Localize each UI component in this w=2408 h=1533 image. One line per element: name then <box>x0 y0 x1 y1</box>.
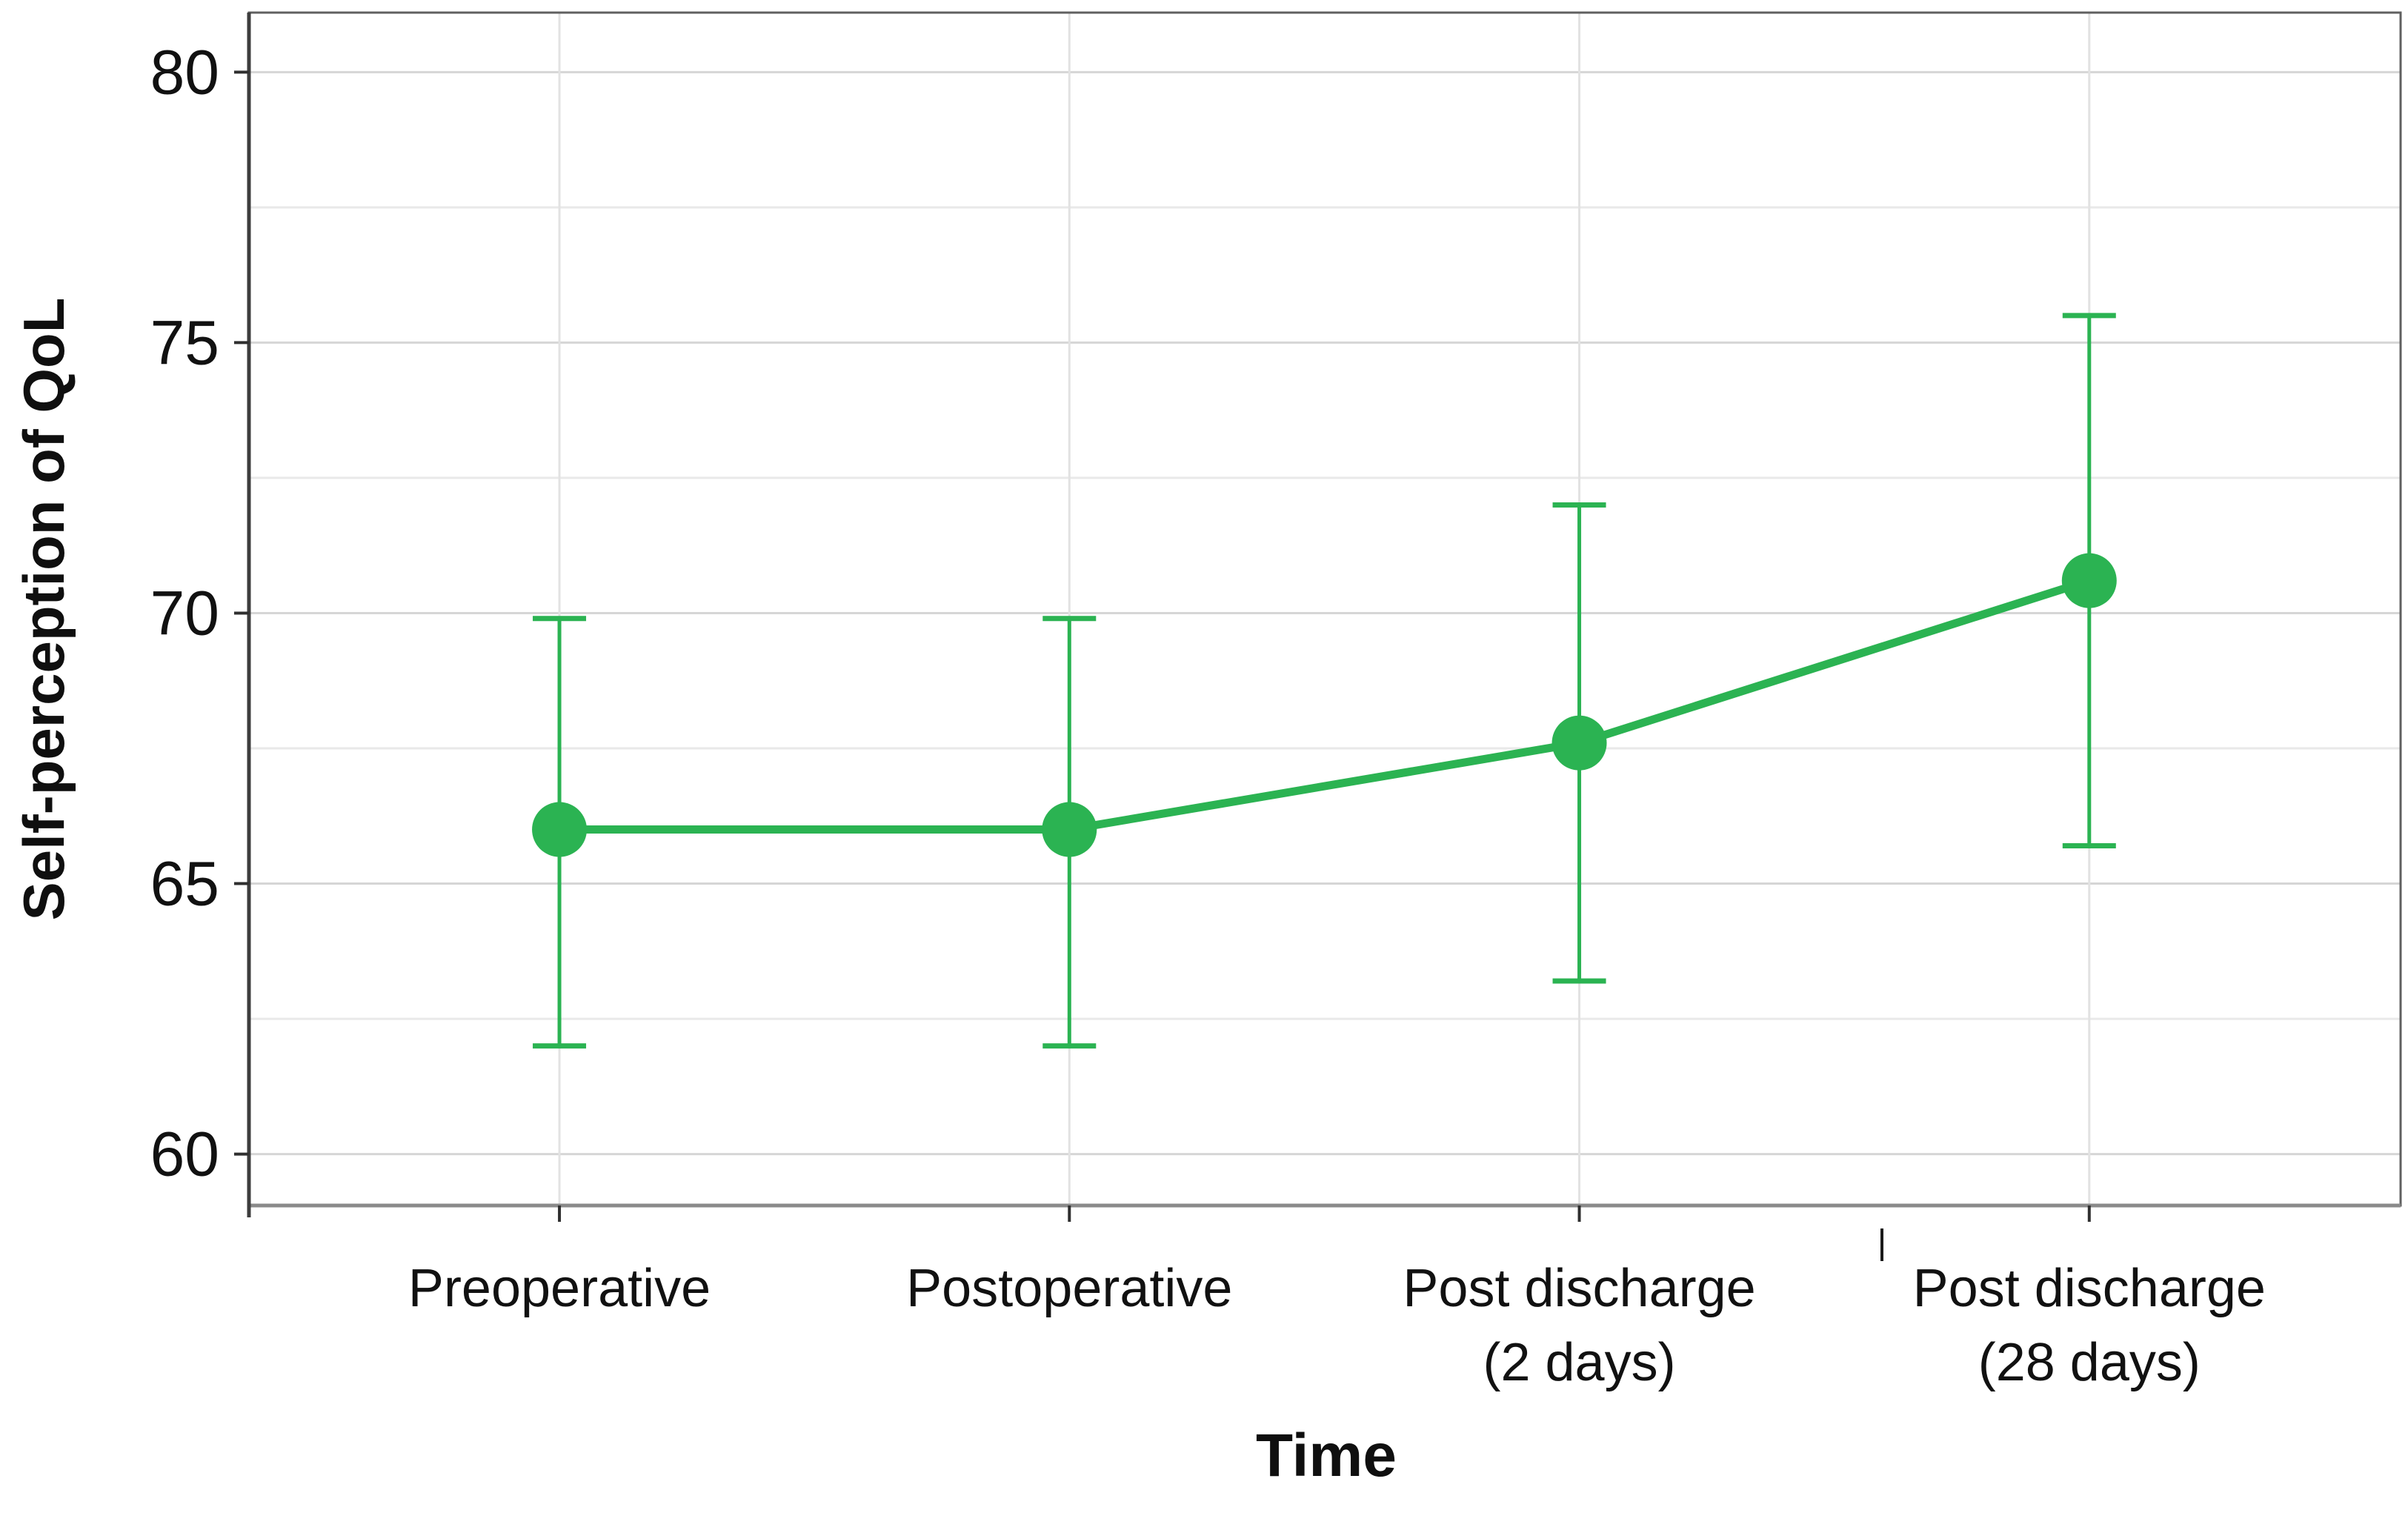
data-point <box>1551 715 1607 771</box>
x-category-label: Post discharge <box>1913 1259 2266 1318</box>
stray-mark <box>1880 1228 1883 1261</box>
x-axis-title: Time <box>1256 1422 1397 1489</box>
x-category-label: Post discharge <box>1403 1259 1755 1318</box>
x-category-label: (28 days) <box>1978 1333 2201 1392</box>
y-axis-title: Self-perception of QoL <box>11 298 76 921</box>
data-point <box>2061 553 2117 608</box>
plot-area: 60 65 70 75 80 Preoperative Postoperative Post … <box>150 11 2402 1392</box>
data-point <box>532 802 588 857</box>
y-tick-label: 60 <box>150 1120 219 1189</box>
x-category-label: Postoperative <box>906 1259 1232 1318</box>
trend-line <box>555 576 2094 834</box>
data-point <box>1042 802 1097 857</box>
y-tick-label: 65 <box>150 849 219 919</box>
y-tick-label: 80 <box>150 37 219 107</box>
x-category-label: Preoperative <box>408 1259 711 1318</box>
panel-border <box>247 11 2402 1207</box>
x-category-label: (2 days) <box>1483 1333 1675 1392</box>
y-tick-label: 75 <box>150 307 219 377</box>
y-tick-label: 70 <box>150 578 219 648</box>
